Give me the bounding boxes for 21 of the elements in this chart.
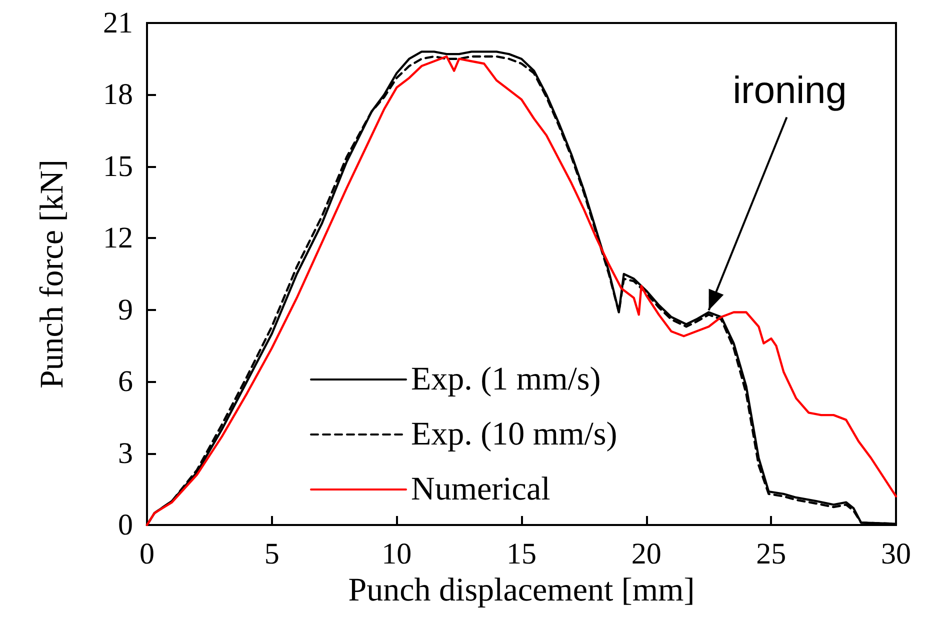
y-axis-title: Punch force [kN] — [34, 159, 70, 389]
y-tick-label: 0 — [118, 508, 133, 542]
y-tick-label: 18 — [103, 78, 133, 112]
y-tick-label: 12 — [103, 222, 133, 255]
y-tick-label: 9 — [118, 293, 133, 326]
legend-label: Exp. (1 mm/s) — [411, 362, 601, 398]
y-tick-label: 15 — [103, 150, 133, 183]
legend-label: Exp. (10 mm/s) — [411, 416, 618, 452]
y-tick-label: 21 — [103, 6, 133, 40]
x-tick-label: 0 — [140, 538, 154, 570]
annotation: ironing — [732, 70, 847, 112]
y-tick-label: 6 — [118, 365, 133, 398]
x-tick-label: 5 — [264, 538, 280, 570]
x-tick-label: 30 — [881, 538, 911, 570]
x-tick-label: 10 — [382, 538, 412, 570]
x-tick-label: 25 — [756, 538, 786, 570]
x-axis-title: Punch displacement [mm] — [348, 572, 695, 608]
y-tick-label: 3 — [118, 436, 133, 470]
x-tick-label: 20 — [631, 538, 662, 570]
legend-label: Numerical — [411, 472, 550, 508]
x-tick-label: 15 — [506, 538, 536, 570]
